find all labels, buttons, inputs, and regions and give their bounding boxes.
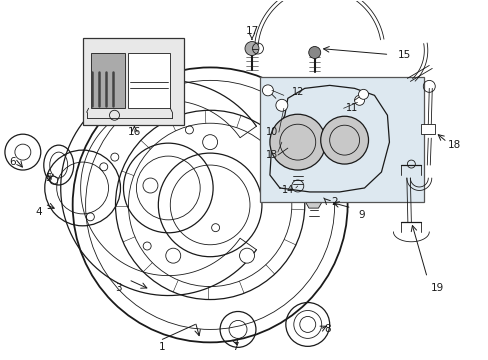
Text: 13: 13 bbox=[265, 150, 278, 160]
Text: 17: 17 bbox=[245, 26, 258, 36]
Bar bbox=[260, 77, 424, 202]
Circle shape bbox=[275, 99, 287, 111]
Text: 4: 4 bbox=[36, 207, 42, 217]
Text: 16: 16 bbox=[127, 127, 141, 137]
Circle shape bbox=[358, 89, 368, 99]
Text: 10: 10 bbox=[265, 127, 278, 137]
Text: 3: 3 bbox=[115, 283, 122, 293]
Text: 19: 19 bbox=[430, 283, 443, 293]
Text: 9: 9 bbox=[358, 210, 364, 220]
Text: 15: 15 bbox=[397, 50, 410, 60]
Circle shape bbox=[165, 248, 181, 263]
Circle shape bbox=[354, 95, 364, 105]
Text: 6: 6 bbox=[10, 157, 16, 167]
Circle shape bbox=[320, 116, 368, 164]
Text: 7: 7 bbox=[231, 342, 238, 352]
Text: 12: 12 bbox=[291, 87, 304, 97]
Bar bbox=[90, 54, 125, 108]
Text: 5: 5 bbox=[45, 173, 52, 183]
Polygon shape bbox=[304, 192, 323, 208]
Bar bbox=[82, 37, 184, 125]
Circle shape bbox=[262, 85, 273, 96]
Circle shape bbox=[202, 135, 217, 150]
Text: 11: 11 bbox=[345, 103, 357, 113]
Text: 8: 8 bbox=[324, 324, 330, 334]
Circle shape bbox=[262, 178, 277, 193]
Text: 18: 18 bbox=[447, 140, 460, 150]
Circle shape bbox=[269, 114, 325, 170]
Bar bbox=[128, 54, 170, 108]
Circle shape bbox=[244, 41, 259, 55]
Text: 2: 2 bbox=[331, 197, 337, 207]
Circle shape bbox=[239, 248, 254, 263]
Circle shape bbox=[308, 46, 320, 58]
Text: 14: 14 bbox=[281, 185, 293, 195]
Circle shape bbox=[142, 178, 158, 193]
Bar bbox=[421, 124, 434, 134]
Text: 1: 1 bbox=[159, 342, 165, 352]
